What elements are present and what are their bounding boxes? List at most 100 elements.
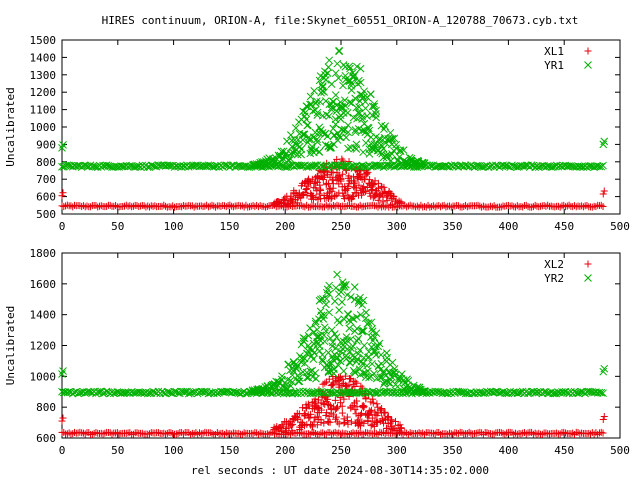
data-point <box>383 387 391 396</box>
data-point <box>404 430 412 438</box>
data-point <box>178 203 186 211</box>
data-point <box>384 378 393 387</box>
data-point <box>375 136 384 145</box>
data-point <box>372 113 381 122</box>
data-point <box>170 203 178 211</box>
y-tick-label: 1400 <box>30 51 57 64</box>
data-point <box>321 75 330 84</box>
data-point <box>359 404 367 412</box>
data-point <box>358 327 366 336</box>
data-point <box>151 202 159 210</box>
data-point <box>167 429 175 437</box>
legend-label: XL2 <box>544 258 564 271</box>
data-point <box>333 59 342 68</box>
data-point <box>108 430 116 438</box>
data-point <box>345 324 354 333</box>
x-tick-label: 200 <box>275 220 295 233</box>
data-point <box>454 202 462 210</box>
data-point <box>364 319 373 327</box>
data-point <box>369 395 377 403</box>
data-point <box>279 154 287 163</box>
data-point <box>417 201 425 209</box>
data-point <box>350 283 359 291</box>
data-point <box>597 428 605 436</box>
data-point <box>133 429 141 437</box>
data-point <box>420 430 428 438</box>
data-point <box>94 203 102 211</box>
data-point <box>328 338 337 347</box>
x-tick-label: 200 <box>275 444 295 457</box>
data-point <box>353 337 361 345</box>
data-point <box>363 169 371 177</box>
data-point <box>346 64 354 73</box>
data-point <box>88 430 96 438</box>
data-point <box>332 333 341 342</box>
data-point <box>179 387 188 396</box>
x-tick-label: 50 <box>111 444 124 457</box>
data-point <box>293 150 302 159</box>
data-point <box>542 429 550 437</box>
data-point <box>403 203 411 211</box>
data-point <box>320 331 328 340</box>
data-point <box>304 331 313 340</box>
data-point <box>300 130 309 139</box>
y-tick-label: 800 <box>36 156 56 169</box>
data-point <box>362 308 370 317</box>
data-point <box>329 369 338 378</box>
x-tick-label: 350 <box>443 444 463 457</box>
data-point <box>366 90 375 99</box>
data-point <box>592 203 600 211</box>
data-point <box>305 135 313 144</box>
data-point <box>373 400 381 408</box>
data-point <box>356 201 364 209</box>
data-point <box>364 367 372 376</box>
data-point <box>360 341 369 350</box>
data-point <box>599 389 607 398</box>
data-point <box>311 317 320 326</box>
data-point <box>339 170 347 178</box>
data-point <box>59 141 67 149</box>
data-point <box>437 430 445 438</box>
data-point <box>338 125 346 134</box>
data-point <box>277 375 286 384</box>
data-point <box>353 324 361 333</box>
x-tick-label: 50 <box>111 220 124 233</box>
data-point <box>340 283 349 291</box>
data-point <box>353 403 361 411</box>
data-point <box>364 124 373 133</box>
data-point <box>181 387 190 396</box>
data-point <box>376 406 384 414</box>
data-point <box>358 115 366 123</box>
data-point <box>339 367 348 375</box>
data-point <box>346 293 355 301</box>
data-point <box>342 351 351 360</box>
data-point <box>377 359 386 368</box>
data-point <box>238 430 246 438</box>
data-point <box>320 88 329 96</box>
y-tick-label: 700 <box>36 173 56 186</box>
data-point <box>304 430 312 438</box>
data-point <box>242 389 250 398</box>
data-point <box>229 203 237 211</box>
data-point <box>287 422 295 430</box>
y-tick-label: 1200 <box>30 86 57 99</box>
data-point <box>344 185 352 193</box>
data-point <box>295 142 304 151</box>
data-point <box>338 409 346 417</box>
data-point <box>58 417 66 425</box>
data-point <box>340 315 349 324</box>
data-point <box>357 357 366 366</box>
data-point <box>199 387 207 396</box>
x-axis-label: rel seconds : UT date 2024-08-30T14:35:0… <box>191 464 489 477</box>
data-point <box>325 375 333 383</box>
data-point <box>388 134 397 143</box>
data-point <box>310 429 318 437</box>
data-point <box>301 108 310 117</box>
data-point <box>307 100 316 109</box>
data-point <box>129 430 137 438</box>
data-point <box>583 201 591 209</box>
data-point <box>374 196 382 204</box>
data-point <box>354 334 363 343</box>
data-point <box>327 359 336 368</box>
data-point <box>335 172 343 180</box>
